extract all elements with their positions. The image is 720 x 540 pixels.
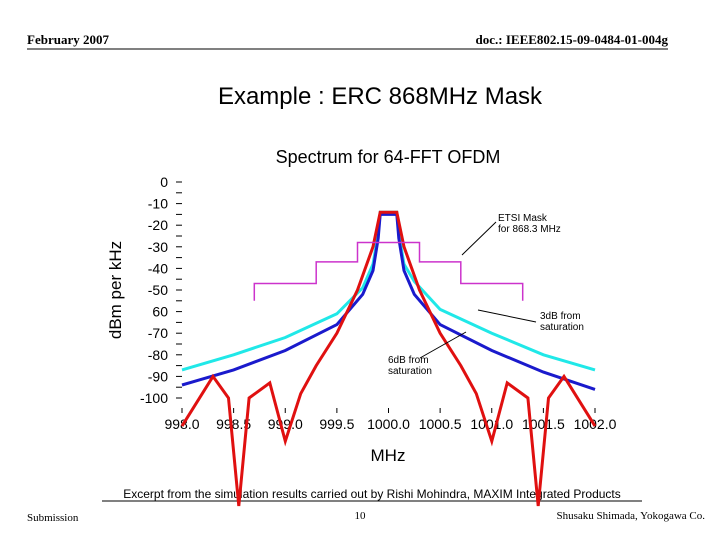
series-line bbox=[181, 210, 596, 372]
y-tick-label: 0 bbox=[160, 174, 168, 190]
annotation-pointer bbox=[419, 331, 467, 359]
slide-title: Example : ERC 868MHz Mask bbox=[218, 83, 543, 110]
annotation-pointer bbox=[477, 309, 537, 323]
y-tick-label: -90 bbox=[148, 368, 168, 384]
y-tick-label: -40 bbox=[148, 260, 168, 276]
caption: Excerpt from the simulation results carr… bbox=[123, 487, 621, 501]
x-tick-label: 1000.5 bbox=[419, 416, 462, 432]
y-tick-label: -70 bbox=[148, 325, 168, 341]
series-line bbox=[181, 212, 596, 391]
y-tick-label: -30 bbox=[148, 239, 168, 255]
x-tick-label: 1001.5 bbox=[522, 416, 565, 432]
annotation: for 868.3 MHz bbox=[498, 224, 561, 235]
annotation: 6dB from bbox=[388, 355, 429, 366]
chart-title: Spectrum for 64-FFT OFDM bbox=[276, 147, 501, 167]
annotation: 3dB from bbox=[540, 311, 581, 322]
annotation: saturation bbox=[388, 366, 432, 377]
y-tick-label: -20 bbox=[148, 217, 168, 233]
y-tick-label: -10 bbox=[148, 196, 168, 212]
annotation: ETSI Mask bbox=[498, 213, 548, 224]
header-doc: doc.: IEEE802.15-09-0484-01-004g bbox=[476, 32, 669, 47]
series-line bbox=[180, 210, 597, 507]
x-tick-label: 999.5 bbox=[319, 416, 354, 432]
x-tick-label: 999.0 bbox=[268, 416, 303, 432]
x-tick-label: 1000.0 bbox=[367, 416, 410, 432]
page-number: 10 bbox=[355, 510, 367, 522]
x-axis-label: MHz bbox=[371, 446, 406, 465]
y-axis-label: dBm per kHz bbox=[106, 241, 125, 339]
series-line bbox=[253, 241, 524, 301]
footer-left: Submission bbox=[27, 512, 79, 524]
header-date: February 2007 bbox=[27, 32, 109, 47]
x-tick-label: 998.5 bbox=[216, 416, 251, 432]
annotation: saturation bbox=[540, 322, 584, 333]
y-tick-label: -50 bbox=[148, 282, 168, 298]
annotation-pointer bbox=[461, 221, 497, 256]
x-tick-label: 1001.0 bbox=[470, 416, 513, 432]
y-tick-label: -80 bbox=[148, 347, 168, 363]
y-tick-label: 60 bbox=[152, 304, 168, 320]
footer-author: Shusaku Shimada, Yokogawa Co. bbox=[556, 510, 705, 522]
y-tick-label: -100 bbox=[140, 390, 168, 406]
